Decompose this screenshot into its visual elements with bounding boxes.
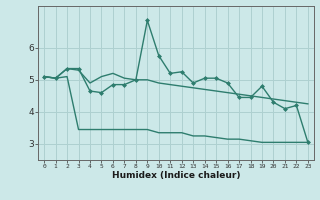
X-axis label: Humidex (Indice chaleur): Humidex (Indice chaleur) xyxy=(112,171,240,180)
